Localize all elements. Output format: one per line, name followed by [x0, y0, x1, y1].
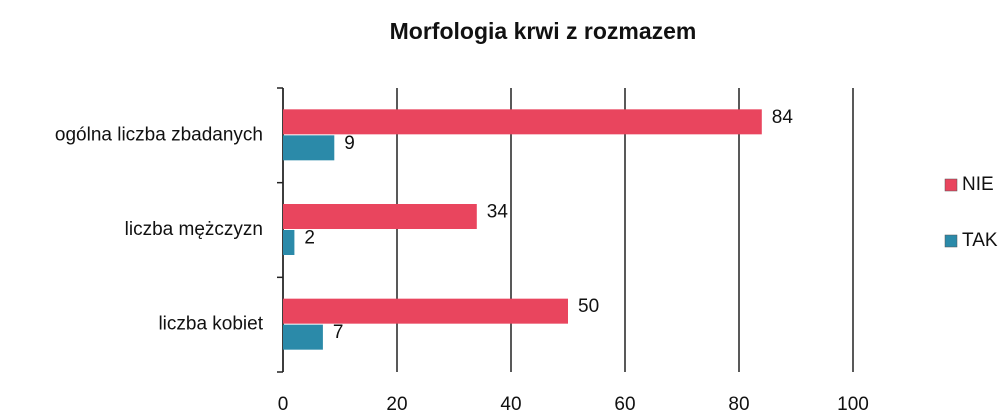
- x-tick-label: 40: [500, 394, 521, 414]
- chart-title: Morfologia krwi z rozmazem: [390, 18, 697, 44]
- legend-swatch: [944, 178, 958, 192]
- bar: [283, 109, 762, 135]
- legend-label: TAK: [962, 230, 998, 251]
- data-label: 7: [333, 322, 344, 343]
- x-tick-label: 100: [837, 394, 869, 414]
- x-tick-label: 60: [614, 394, 635, 414]
- legend-swatch: [944, 234, 958, 248]
- bar: [283, 135, 335, 161]
- x-tick-label: 0: [278, 394, 289, 414]
- y-tick-label: ogólna liczba zbadanych: [55, 124, 263, 145]
- bar: [283, 204, 477, 229]
- data-label: 34: [487, 202, 509, 223]
- data-label: 84: [772, 107, 794, 128]
- bar: [283, 324, 323, 350]
- bar: [283, 298, 568, 324]
- x-tick-label: 20: [386, 394, 407, 414]
- data-label: 9: [344, 133, 355, 154]
- bar: [283, 230, 295, 255]
- y-tick-label: liczba kobiet: [158, 314, 263, 335]
- y-tick-label: liczba mężczyzn: [125, 219, 263, 240]
- data-label: 2: [304, 228, 315, 249]
- legend-label: NIE: [962, 174, 994, 195]
- data-label: 50: [578, 296, 599, 317]
- x-tick-label: 80: [728, 394, 749, 414]
